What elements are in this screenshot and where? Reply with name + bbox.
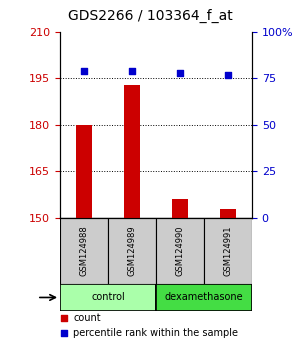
Text: GDS2266 / 103364_f_at: GDS2266 / 103364_f_at bbox=[68, 9, 232, 23]
Point bbox=[130, 68, 134, 74]
Bar bbox=[60, 218, 108, 284]
Point bbox=[178, 70, 182, 76]
Text: GSM124988: GSM124988 bbox=[80, 225, 88, 276]
Bar bbox=[156, 284, 252, 311]
Text: percentile rank within the sample: percentile rank within the sample bbox=[74, 327, 238, 338]
Point bbox=[226, 72, 230, 78]
Text: GSM124990: GSM124990 bbox=[176, 226, 184, 276]
Text: GSM124991: GSM124991 bbox=[224, 226, 232, 276]
Bar bbox=[172, 199, 188, 218]
Text: GSM124989: GSM124989 bbox=[128, 225, 136, 276]
Bar bbox=[220, 209, 236, 218]
Bar bbox=[60, 284, 156, 311]
Point bbox=[82, 68, 86, 74]
Text: dexamethasone: dexamethasone bbox=[165, 292, 243, 302]
Bar bbox=[76, 125, 92, 218]
Bar bbox=[156, 218, 204, 284]
Bar bbox=[108, 218, 156, 284]
Point bbox=[61, 315, 66, 321]
Bar bbox=[204, 218, 252, 284]
Text: control: control bbox=[91, 292, 125, 302]
Text: count: count bbox=[74, 313, 101, 323]
Point bbox=[61, 330, 66, 336]
Bar bbox=[124, 85, 140, 218]
